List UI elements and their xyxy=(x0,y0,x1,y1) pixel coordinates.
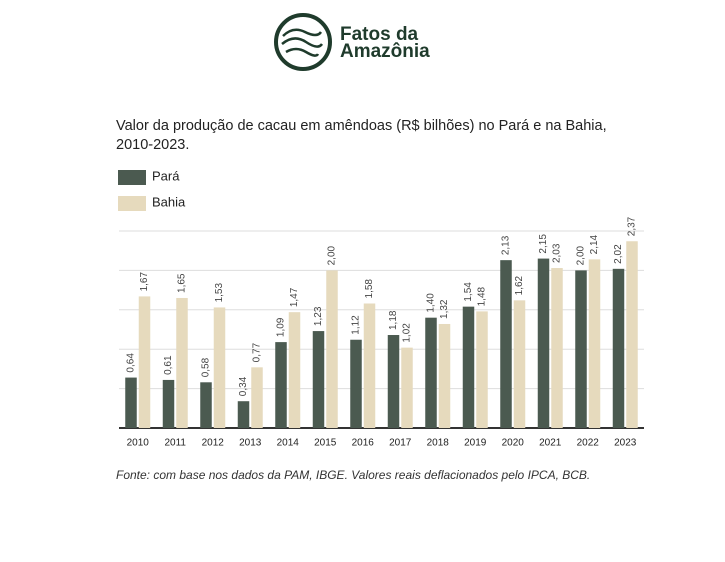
value-label: 1,47 xyxy=(289,287,300,307)
value-label: 1,32 xyxy=(439,299,450,319)
bar xyxy=(626,241,638,428)
bar xyxy=(176,297,188,428)
value-label: 1,54 xyxy=(463,282,474,302)
x-tick-label: 2013 xyxy=(239,438,262,449)
bar xyxy=(350,339,362,428)
logo: Fatos da Amazônia xyxy=(274,13,430,71)
bar xyxy=(363,303,376,428)
value-label: 2,03 xyxy=(552,243,563,263)
bar xyxy=(387,335,400,428)
bar xyxy=(237,401,250,428)
bar xyxy=(213,307,226,428)
value-label: 0,64 xyxy=(126,353,137,373)
bar xyxy=(162,379,175,428)
value-label: 2,13 xyxy=(501,235,512,255)
x-tick-label: 2019 xyxy=(464,438,487,449)
value-label: 2,00 xyxy=(327,245,338,265)
bar xyxy=(312,331,325,428)
bar xyxy=(513,300,526,428)
bar xyxy=(138,296,151,428)
value-label: 2,37 xyxy=(627,216,638,236)
x-tick-label: 2017 xyxy=(389,438,412,449)
value-label: 1,67 xyxy=(139,272,150,292)
value-label: 1,12 xyxy=(351,315,362,335)
legend-swatch xyxy=(118,196,146,211)
x-tick-label: 2018 xyxy=(427,438,450,449)
bar xyxy=(125,377,137,428)
x-tick-label: 2014 xyxy=(277,438,300,449)
x-tick-label: 2015 xyxy=(314,438,337,449)
value-label: 1,65 xyxy=(177,273,188,293)
bar xyxy=(612,268,625,428)
value-label: 2,14 xyxy=(589,234,600,254)
value-label: 0,77 xyxy=(252,342,263,362)
value-label: 1,48 xyxy=(477,286,488,306)
value-label: 1,58 xyxy=(364,279,375,299)
x-tick-label: 2016 xyxy=(352,438,375,449)
value-label: 0,61 xyxy=(163,355,174,375)
value-label: 0,58 xyxy=(201,357,212,377)
bar xyxy=(438,323,451,428)
value-label: 0,34 xyxy=(238,376,249,396)
bar xyxy=(401,347,413,428)
value-label: 2,15 xyxy=(538,234,549,254)
bar xyxy=(326,270,338,428)
value-label: 1,23 xyxy=(313,306,324,326)
bar xyxy=(588,259,601,428)
value-label: 2,02 xyxy=(613,244,624,264)
logo-ring xyxy=(274,13,332,71)
bar xyxy=(200,382,212,428)
bar xyxy=(500,260,512,428)
x-tick-label: 2021 xyxy=(539,438,562,449)
chart-title: Valor da produção de cacau em amêndoas (… xyxy=(116,118,607,153)
value-label: 1,40 xyxy=(426,293,437,313)
x-tick-label: 2010 xyxy=(127,438,150,449)
bar xyxy=(476,311,488,428)
source-note: Fonte: com base nos dados da PAM, IBGE. … xyxy=(116,468,591,482)
bar xyxy=(551,268,563,428)
legend-label: Bahia xyxy=(152,194,186,209)
value-label: 2,00 xyxy=(576,245,587,265)
bar xyxy=(575,270,587,428)
value-label: 1,18 xyxy=(388,310,399,330)
legend-label: Pará xyxy=(152,168,180,183)
legend-swatch xyxy=(118,170,146,185)
bar xyxy=(537,258,550,428)
x-tick-label: 2011 xyxy=(164,438,186,449)
value-label: 1,62 xyxy=(514,275,525,295)
x-tick-label: 2012 xyxy=(202,438,225,449)
bar xyxy=(288,312,301,428)
value-label: 1,53 xyxy=(214,283,225,303)
x-tick-label: 2020 xyxy=(502,438,525,449)
x-tick-label: 2022 xyxy=(577,438,600,449)
bar xyxy=(251,367,263,428)
bar xyxy=(275,342,287,428)
logo-waves xyxy=(281,28,324,57)
x-tick-label: 2023 xyxy=(614,438,637,449)
brand-line1: Fatos da xyxy=(340,24,419,45)
brand-line2: Amazônia xyxy=(340,41,430,62)
value-label: 1,09 xyxy=(276,317,287,337)
bar xyxy=(425,317,437,428)
bar xyxy=(462,306,475,428)
value-label: 1,02 xyxy=(402,323,413,343)
